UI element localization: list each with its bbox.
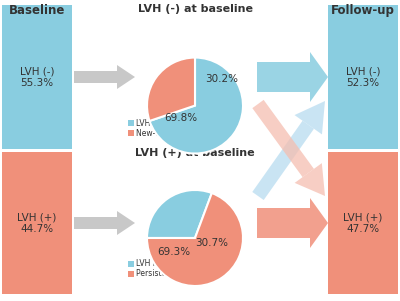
- Text: LVH (-)
52.3%: LVH (-) 52.3%: [346, 66, 380, 88]
- Text: 69.8%: 69.8%: [164, 113, 197, 123]
- Polygon shape: [257, 62, 310, 92]
- Text: LVH (-) at follow-up: LVH (-) at follow-up: [136, 119, 209, 128]
- Text: Persistent LVH: Persistent LVH: [136, 269, 191, 278]
- Polygon shape: [310, 198, 328, 248]
- Polygon shape: [2, 152, 72, 294]
- Polygon shape: [295, 163, 325, 196]
- Polygon shape: [128, 261, 134, 267]
- Text: LVH regression: LVH regression: [136, 259, 193, 268]
- Text: New-onset LVH: New-onset LVH: [136, 129, 194, 138]
- Text: LVH (-)
55.3%: LVH (-) 55.3%: [20, 66, 54, 88]
- Text: LVH (+)
47.7%: LVH (+) 47.7%: [343, 212, 383, 234]
- Text: 30.2%: 30.2%: [205, 74, 238, 84]
- Polygon shape: [128, 130, 134, 136]
- Text: LVH (-) at baseline: LVH (-) at baseline: [138, 4, 252, 14]
- Wedge shape: [150, 57, 243, 154]
- Polygon shape: [294, 101, 325, 135]
- Wedge shape: [147, 57, 195, 121]
- Polygon shape: [310, 52, 328, 102]
- Text: LVH (+) at baseline: LVH (+) at baseline: [135, 148, 255, 158]
- Polygon shape: [252, 121, 314, 200]
- Polygon shape: [328, 5, 398, 149]
- Polygon shape: [328, 152, 398, 294]
- Text: 69.3%: 69.3%: [157, 247, 190, 257]
- Polygon shape: [117, 65, 135, 89]
- Wedge shape: [147, 190, 212, 238]
- Text: Follow-up: Follow-up: [331, 4, 395, 17]
- Polygon shape: [74, 71, 117, 83]
- Polygon shape: [128, 120, 134, 126]
- Text: LVH (+)
44.7%: LVH (+) 44.7%: [17, 212, 57, 234]
- Text: 30.7%: 30.7%: [195, 238, 228, 248]
- Polygon shape: [74, 217, 117, 229]
- Polygon shape: [117, 211, 135, 235]
- Text: Baseline: Baseline: [9, 4, 65, 17]
- Polygon shape: [252, 100, 314, 177]
- Polygon shape: [2, 5, 72, 149]
- Polygon shape: [257, 208, 310, 238]
- Polygon shape: [128, 271, 134, 277]
- Wedge shape: [147, 193, 243, 286]
